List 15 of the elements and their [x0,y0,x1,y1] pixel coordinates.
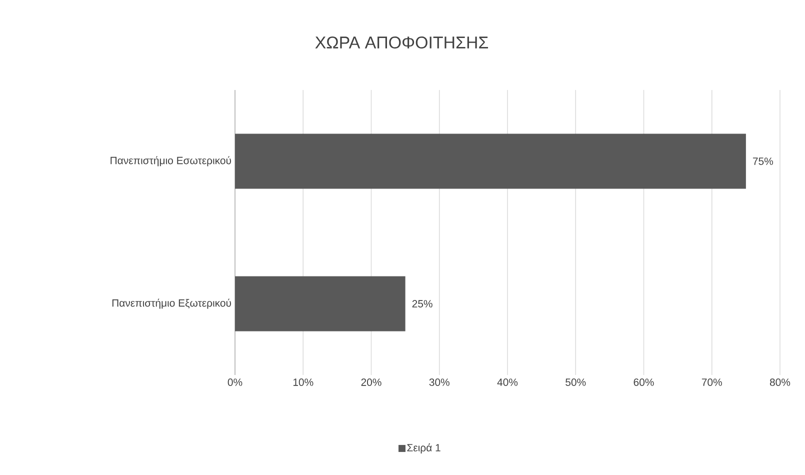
x-tick-label: 0% [228,378,242,386]
data-label: 25% [412,300,432,308]
x-tick-label: 20% [361,378,382,386]
x-tick-label: 70% [702,378,722,386]
x-tick-label: 30% [429,378,450,386]
x-tick-label: 60% [634,378,654,386]
y-tick-label: Πανεπιστήμιο Εξωτερικού [112,298,231,309]
x-tick-label: 10% [293,378,314,386]
data-label: 75% [752,158,774,165]
chart-title: ΧΩΡΑ ΑΠΟΦΟΙΤΗΣΗΣ [315,36,488,49]
x-tick-label: 80% [770,378,790,386]
legend-label: Σειρά 1 [407,443,440,454]
x-tick-label: 40% [497,378,518,386]
x-tick-label: 50% [566,378,586,386]
y-tick-label: Πανεπιστήμιο Εσωτερικού [110,156,231,166]
